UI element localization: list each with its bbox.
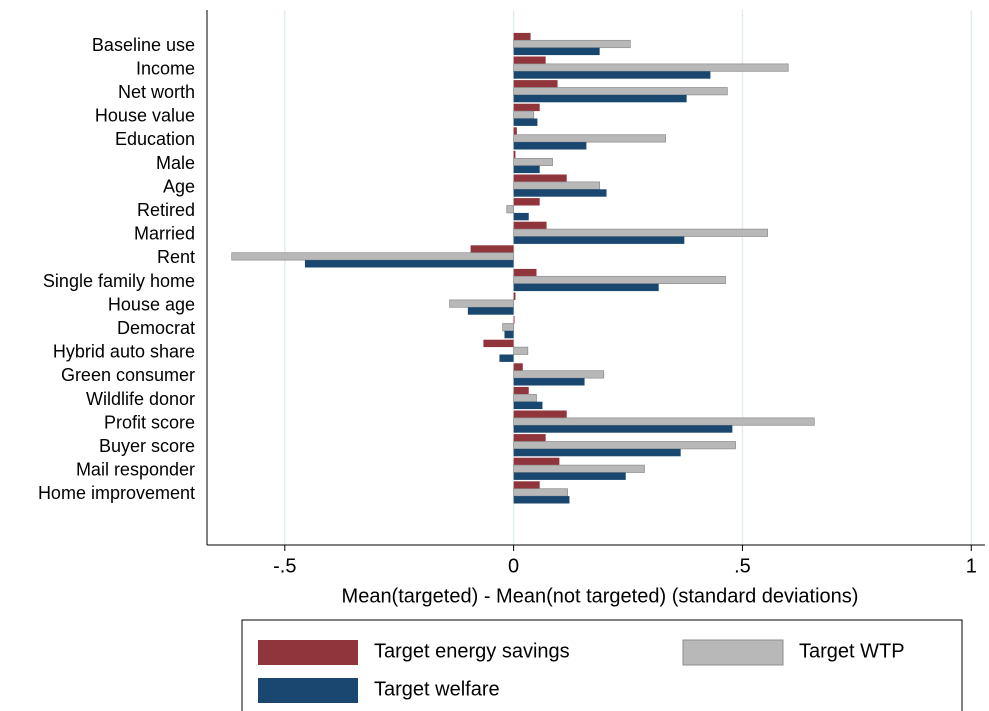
bar xyxy=(513,275,726,285)
x-tick-label: 1 xyxy=(966,555,977,577)
y-tick-label: Married xyxy=(134,224,195,244)
bar xyxy=(513,56,546,64)
bar xyxy=(513,292,516,300)
bar xyxy=(513,47,600,56)
bar xyxy=(504,330,514,339)
bar xyxy=(513,212,529,221)
bar xyxy=(513,118,538,126)
bar xyxy=(513,198,540,206)
bar xyxy=(513,417,815,426)
y-tick-label: Buyer score xyxy=(99,436,195,456)
bar xyxy=(513,165,540,174)
bar xyxy=(499,354,514,362)
bar xyxy=(513,174,567,182)
bar xyxy=(513,80,558,88)
bar xyxy=(470,245,514,253)
bar xyxy=(513,181,601,190)
bar xyxy=(506,205,514,214)
y-tick-label: Male xyxy=(156,153,195,173)
legend-swatch xyxy=(258,640,358,665)
y-tick-label: Profit score xyxy=(104,412,195,432)
bar xyxy=(304,260,514,268)
bar xyxy=(513,425,733,433)
bar xyxy=(513,283,659,292)
y-tick-label: Net worth xyxy=(118,82,195,102)
y-tick-label: House age xyxy=(108,294,195,314)
y-tick-label: Rent xyxy=(157,247,195,267)
bar xyxy=(231,252,514,261)
bar xyxy=(513,268,537,277)
bar xyxy=(513,103,540,112)
legend-label: Target welfare xyxy=(374,678,500,700)
bar xyxy=(513,63,789,72)
y-tick-label: Income xyxy=(136,58,195,78)
y-tick-label: Education xyxy=(115,129,195,149)
bar xyxy=(513,464,645,473)
bar xyxy=(513,134,666,143)
bar xyxy=(513,378,585,386)
bar xyxy=(513,236,685,244)
y-tick-label: Hybrid auto share xyxy=(53,342,195,362)
y-tick-label: Baseline use xyxy=(92,35,195,55)
legend-label: Target energy savings xyxy=(374,640,570,662)
bar xyxy=(513,434,546,442)
bar xyxy=(513,410,567,418)
bar xyxy=(449,299,514,308)
bar xyxy=(513,488,568,497)
legend-swatch xyxy=(682,639,784,666)
bar xyxy=(513,142,587,150)
bar xyxy=(513,393,537,403)
bar xyxy=(513,496,570,504)
y-tick-label: Green consumer xyxy=(61,365,195,385)
y-tick-label: Single family home xyxy=(43,271,195,291)
x-tick-label: -.5 xyxy=(273,555,296,577)
bar xyxy=(513,150,516,159)
x-tick-label: 0 xyxy=(508,555,519,577)
bar xyxy=(483,339,514,348)
bar xyxy=(513,363,523,371)
x-tick-label: .5 xyxy=(734,555,751,577)
bar xyxy=(513,472,626,480)
bar xyxy=(467,307,514,315)
bar xyxy=(513,157,553,167)
y-tick-label: Retired xyxy=(137,200,195,220)
legend-label: Target WTP xyxy=(799,640,905,662)
bar xyxy=(513,316,515,324)
bar xyxy=(513,71,711,79)
bar xyxy=(513,370,605,379)
bar xyxy=(513,441,736,450)
bar xyxy=(513,110,535,119)
y-tick-label: Home improvement xyxy=(38,483,195,503)
legend-swatch xyxy=(258,678,358,703)
bar xyxy=(513,481,540,489)
bar xyxy=(513,386,529,395)
y-tick-label: Wildlife donor xyxy=(86,389,195,409)
x-axis-title: Mean(targeted) - Mean(not targeted) (sta… xyxy=(342,585,859,607)
bar xyxy=(513,448,681,457)
bar xyxy=(513,228,768,237)
bar xyxy=(513,189,607,197)
bar xyxy=(513,127,517,135)
bar xyxy=(513,221,547,230)
bar xyxy=(513,39,631,49)
bar xyxy=(513,346,529,355)
bar xyxy=(513,94,687,103)
bar xyxy=(502,323,514,332)
bar xyxy=(513,401,543,410)
legend-box xyxy=(241,619,963,711)
y-tick-label: House value xyxy=(95,106,195,126)
y-tick-label: Democrat xyxy=(117,318,195,338)
bar xyxy=(513,32,531,41)
bar xyxy=(513,457,560,466)
y-tick-label: Mail responder xyxy=(76,460,195,480)
bar xyxy=(513,87,728,96)
y-tick-label: Age xyxy=(163,176,195,196)
